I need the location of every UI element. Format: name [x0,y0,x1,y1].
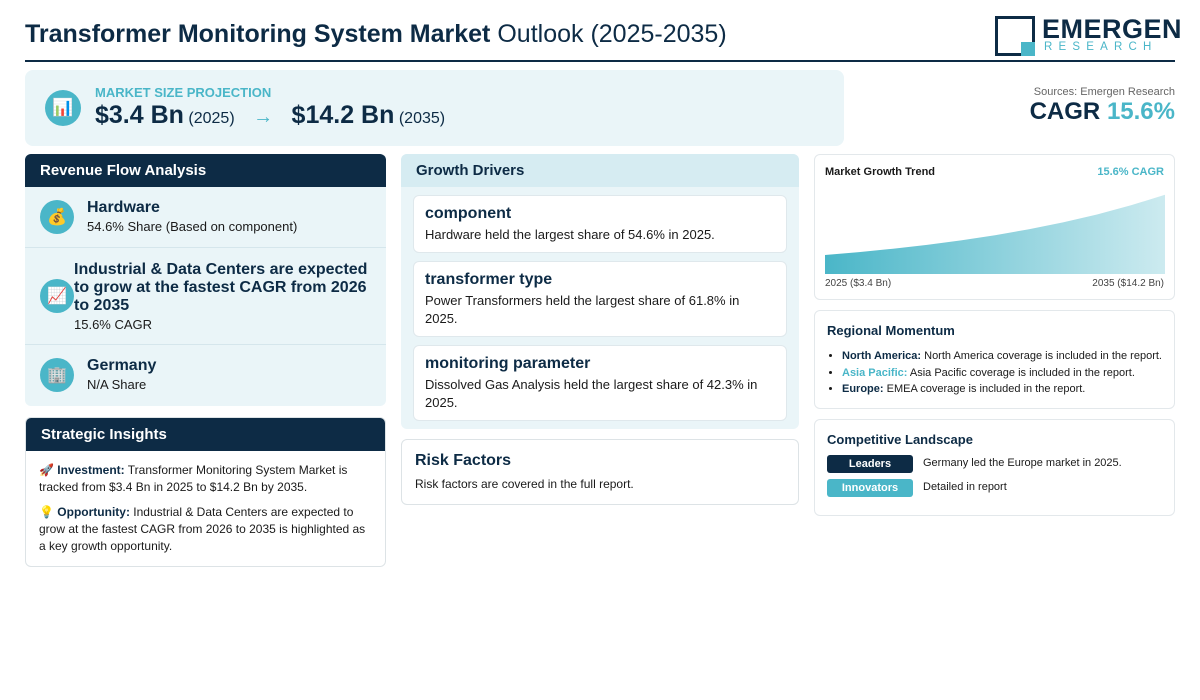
revenue-item-title: Industrial & Data Centers are expected t… [74,261,368,314]
regional-momentum-panel: Regional Momentum North America: North A… [814,310,1175,409]
insight-opportunity: 💡 Opportunity: Industrial & Data Centers… [39,504,374,555]
regional-momentum-title: Regional Momentum [827,323,955,338]
light-bulb-icon: 💡 [39,505,54,519]
revenue-item: 💰 Hardware 54.6% Share (Based on compone… [25,187,386,248]
insight-text: Industrial & Data Centers are expected t… [39,505,366,553]
end-value: $14.2 Bn [291,101,395,129]
end-year: (2035) [398,110,446,127]
trend-end-label: 2035 ($14.2 Bn) [1092,278,1164,289]
rocket-icon: 🚀 [39,463,54,477]
region-item: North America: North America coverage is… [842,348,1172,365]
region-text: EMEA coverage is included in the report. [886,383,1086,395]
market-size-projection: 📊 MARKET SIZE PROJECTION $3.4 Bn (2025) … [25,70,844,146]
projection-label: MARKET SIZE PROJECTION [95,85,272,100]
driver-card: transformer type Power Transformers held… [413,261,787,337]
leaders-tag: Leaders [827,455,913,473]
insight-label: Investment: [57,463,125,477]
region-list: North America: North America coverage is… [842,348,1172,398]
strategic-insights-panel: Strategic Insights 🚀 Investment: Transfo… [25,417,386,567]
revenue-flow-panel: Revenue Flow Analysis 💰 Hardware 54.6% S… [25,154,386,406]
risk-factors-title: Risk Factors [415,452,512,469]
trend-title: Market Growth Trend [825,166,936,178]
bar-chart-icon: 📊 [45,90,81,126]
market-growth-trend-panel: Market Growth Trend 15.6% CAGR 2025 ($3.… [814,154,1175,300]
trend-cagr: 15.6% CAGR [1097,166,1164,178]
region-item: Asia Pacific: Asia Pacific coverage is i… [842,365,1172,382]
logo-subtitle: RESEARCH [1044,41,1158,53]
competitive-text: Detailed in report [923,481,1007,493]
driver-title: monitoring parameter [425,355,591,372]
region-text: North America coverage is included in th… [924,350,1162,362]
innovators-tag: Innovators [827,479,913,497]
money-bag-icon: 💰 [40,200,74,234]
growth-area [825,194,1165,274]
arrow-right-icon: → [253,106,274,128]
competitive-text: Germany led the Europe market in 2025. [923,457,1122,469]
sources-text: Sources: Emergen Research [1033,86,1175,98]
projection-values: $3.4 Bn (2025) → $14.2 Bn (2035) [95,101,445,130]
region-name: North America: [842,350,922,362]
competitive-landscape-panel: Competitive Landscape Leaders Germany le… [814,419,1175,516]
revenue-item-sub: 15.6% CAGR [74,317,153,332]
risk-factors-panel: Risk Factors Risk factors are covered in… [401,439,799,505]
insight-label: Opportunity: [57,505,130,519]
region-name: Europe: [842,383,884,395]
revenue-item: 📈 Industrial & Data Centers are expected… [25,248,386,345]
page-header: Transformer Monitoring System Market Out… [25,12,1182,62]
region-name: Asia Pacific: [842,366,908,379]
growth-drivers-panel: Growth Drivers component Hardware held t… [401,154,799,429]
insight-text: Transformer Monitoring System Market is … [39,463,348,494]
trend-start-label: 2025 ($3.4 Bn) [825,278,892,289]
page-title: Transformer Monitoring System Market Out… [25,20,727,49]
revenue-flow-title: Revenue Flow Analysis [25,154,386,187]
driver-card: component Hardware held the largest shar… [413,195,787,253]
region-text: Asia Pacific coverage is included in the… [909,366,1135,379]
logo-mark-icon [995,16,1035,56]
revenue-item-sub: N/A Share [87,377,147,392]
page-title-main: Transformer Monitoring System Market [25,20,491,48]
revenue-item-title: Germany [87,357,157,374]
cagr-value: 15.6% [1106,98,1175,125]
driver-text: Dissolved Gas Analysis held the largest … [425,377,758,410]
growth-trend-chart [825,194,1165,274]
competitive-landscape-title: Competitive Landscape [827,432,973,447]
strategic-insights-title: Strategic Insights [26,418,385,451]
chart-increasing-icon: 📈 [40,279,74,313]
start-year: (2025) [188,110,235,127]
growth-drivers-title: Growth Drivers [401,154,799,187]
cagr-summary: Sources: Emergen Research CAGR 15.6% [1030,86,1175,126]
page-title-rest: Outlook (2025-2035) [497,20,727,48]
driver-card: monitoring parameter Dissolved Gas Analy… [413,345,787,421]
insight-investment: 🚀 Investment: Transformer Monitoring Sys… [39,462,374,496]
driver-title: component [425,205,512,222]
driver-text: Power Transformers held the largest shar… [425,293,740,326]
cagr-label: CAGR [1029,98,1101,125]
risk-factors-text: Risk factors are covered in the full rep… [415,477,634,491]
driver-text: Hardware held the largest share of 54.6%… [425,227,715,242]
revenue-item-sub: 54.6% Share (Based on component) [87,219,298,234]
revenue-item-title: Hardware [87,199,160,216]
logo-wordmark: EMERGEN [1042,14,1183,44]
building-icon: 🏢 [40,358,74,392]
cagr-headline: CAGR 15.6% [1030,98,1175,126]
revenue-item: 🏢 Germany N/A Share [25,345,386,406]
start-value: $3.4 Bn [95,101,184,129]
driver-title: transformer type [425,271,553,288]
region-item: Europe: EMEA coverage is included in the… [842,381,1172,398]
emergen-logo: EMERGEN RESEARCH [995,14,1182,56]
